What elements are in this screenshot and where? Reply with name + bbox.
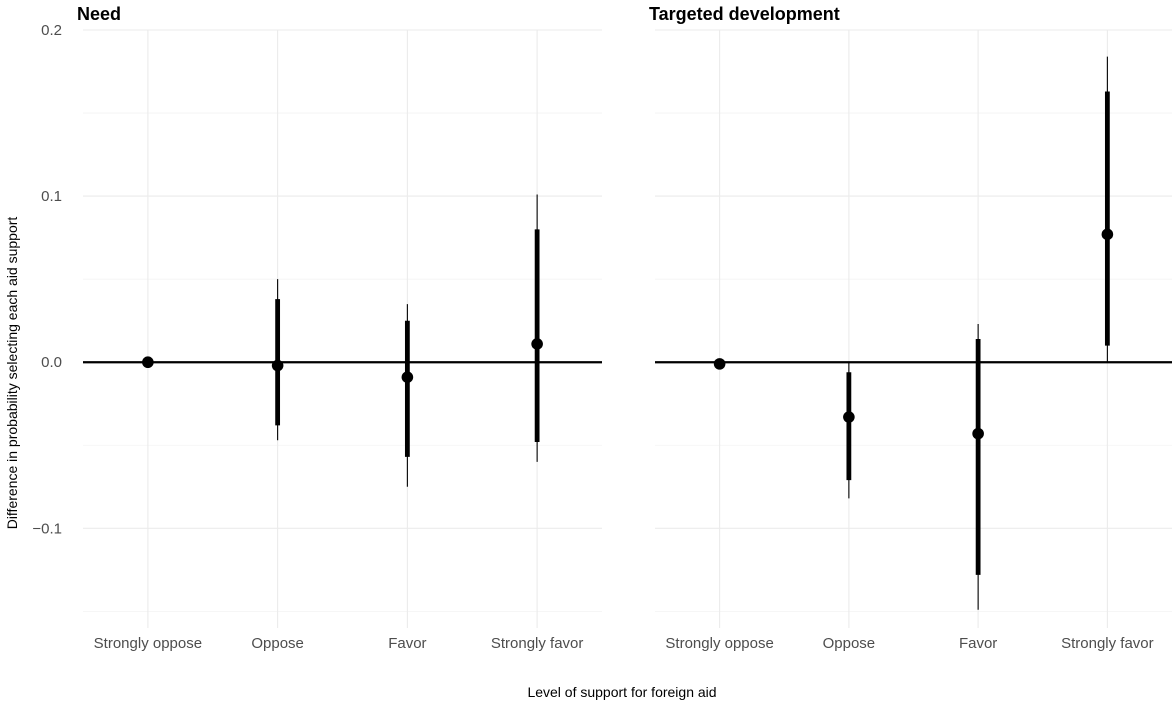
- x-tick-label: Favor: [388, 635, 426, 652]
- estimate-point: [531, 338, 543, 350]
- estimate-point: [1101, 228, 1114, 241]
- estimate-point: [713, 358, 726, 370]
- x-tick-label: Favor: [959, 635, 997, 652]
- x-tick-label: Strongly favor: [491, 635, 584, 652]
- x-tick-label: Oppose: [823, 635, 876, 652]
- estimate-point: [271, 359, 284, 372]
- y-tick-label: −0.1: [32, 520, 62, 537]
- panel-targeted-development: Targeted development Strongly oppose Oppos…: [649, 4, 1172, 652]
- x-axis-label: Level of support for foreign aid: [527, 684, 716, 700]
- y-axis-label: Difference in probability selecting each…: [4, 217, 20, 530]
- x-tick-label: Strongly favor: [1061, 635, 1154, 652]
- y-tick-label: 0.0: [41, 354, 62, 371]
- estimate-point: [142, 356, 154, 369]
- y-tick-label: 0.1: [41, 188, 62, 205]
- estimate-point: [843, 411, 855, 423]
- x-tick-label: Strongly oppose: [94, 635, 202, 652]
- panel-title: Need: [77, 4, 121, 24]
- x-tick-label: Strongly oppose: [665, 635, 773, 652]
- y-tick-label: 0.2: [41, 22, 62, 39]
- panel-title: Targeted development: [649, 4, 840, 24]
- x-tick-label: Oppose: [251, 635, 304, 652]
- panel-need: Need −0.1 0.0 0.1 0.2 Strongly oppose Oppose Fa…: [32, 4, 602, 652]
- estimate-point: [401, 371, 414, 383]
- estimate-point: [972, 427, 984, 440]
